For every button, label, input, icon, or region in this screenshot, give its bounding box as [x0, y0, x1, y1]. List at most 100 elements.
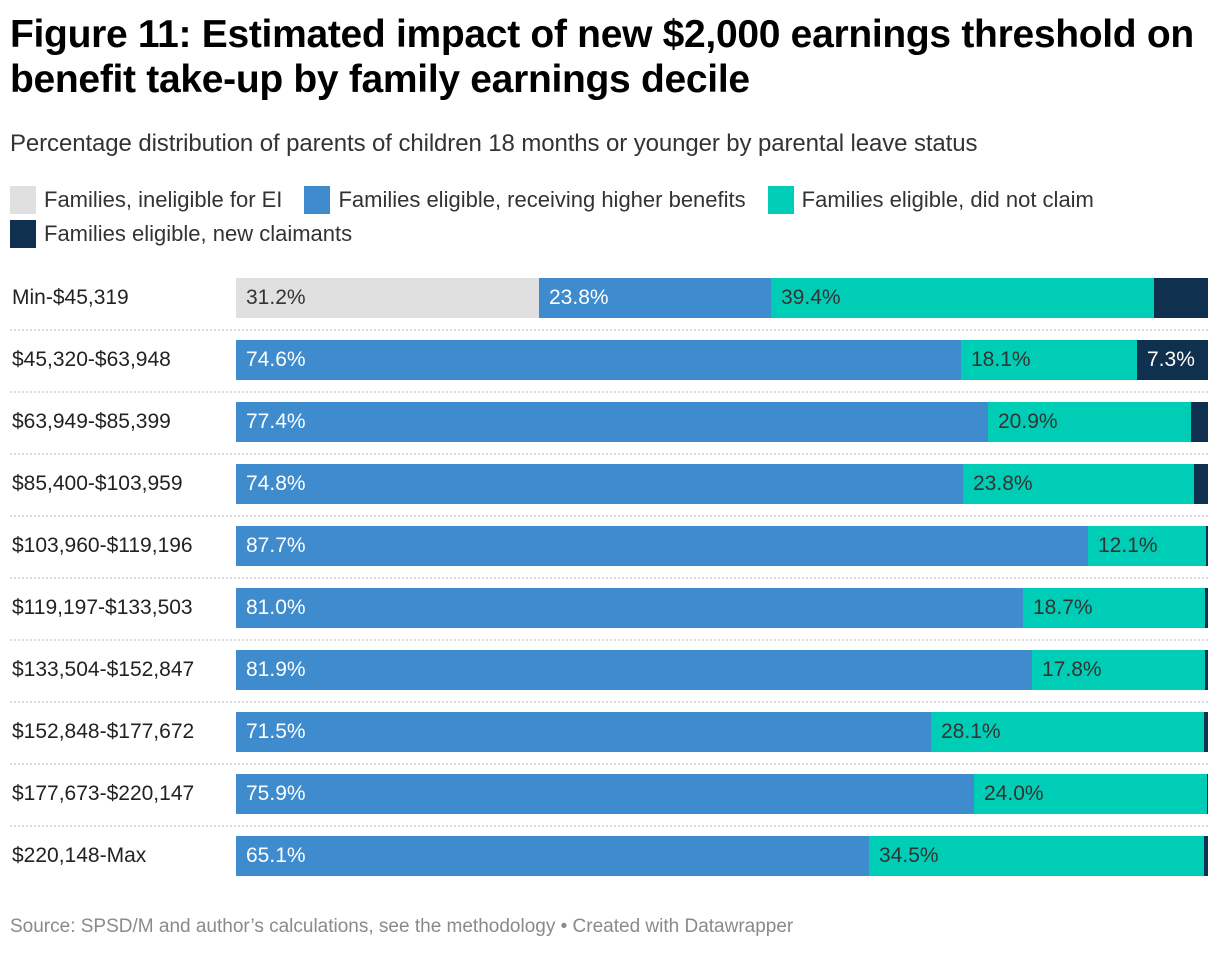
row-separator — [10, 391, 1208, 393]
bar-segment — [1191, 402, 1208, 442]
stacked-bar: 65.1% 34.5% — [236, 836, 1208, 876]
category-label: $133,504-$152,847 — [12, 658, 195, 681]
data-label: 31.2% — [246, 286, 306, 309]
bar-segment: 12.1% — [1088, 526, 1206, 566]
bar-segment: 24.0% — [974, 774, 1207, 814]
bar-segment — [1204, 712, 1208, 752]
legend-swatch — [304, 186, 331, 214]
bar-row: $45,320-$63,948 74.6% 18.1% 7.3% — [0, 340, 1220, 380]
bar-segment: 17.8% — [1032, 650, 1205, 690]
data-label: 18.1% — [971, 348, 1031, 371]
stacked-bar: 81.0% 18.7% — [236, 588, 1208, 628]
bar-segment — [1205, 650, 1208, 690]
legend-item: Families eligible, receiving higher bene… — [304, 186, 746, 214]
stacked-bar: 74.8% 23.8% — [236, 464, 1208, 504]
category-label: $45,320-$63,948 — [12, 348, 171, 371]
category-label: $85,400-$103,959 — [12, 472, 183, 495]
bar-segment: 39.4% — [771, 278, 1154, 318]
data-label: 71.5% — [246, 720, 306, 743]
stacked-bar: 71.5% 28.1% — [236, 712, 1208, 752]
bar-segment — [1207, 774, 1208, 814]
bar-segment: 75.9% — [236, 774, 974, 814]
category-label: $220,148-Max — [12, 844, 147, 867]
category-label: $63,949-$85,399 — [12, 410, 171, 433]
data-label: 87.7% — [246, 534, 306, 557]
legend-item: Families eligible, new claimants — [10, 220, 352, 248]
row-separator — [10, 577, 1208, 579]
bar-segment — [1206, 526, 1208, 566]
stacked-bar: 77.4% 20.9% — [236, 402, 1208, 442]
bar-segment: 18.1% — [961, 340, 1137, 380]
bar-row: $220,148-Max 65.1% 34.5% — [0, 836, 1220, 876]
data-label: 20.9% — [998, 410, 1058, 433]
bar-segment: 23.8% — [539, 278, 771, 318]
data-label: 23.8% — [973, 472, 1033, 495]
data-label: 65.1% — [246, 844, 306, 867]
data-label: 12.1% — [1098, 534, 1158, 557]
bar-row: $152,848-$177,672 71.5% 28.1% — [0, 712, 1220, 752]
legend-swatch — [10, 186, 36, 214]
data-label: 17.8% — [1042, 658, 1102, 681]
row-separator — [10, 639, 1208, 641]
stacked-bar: 87.7% 12.1% — [236, 526, 1208, 566]
bar-segment: 23.8% — [963, 464, 1194, 504]
category-label: $119,197-$133,503 — [12, 596, 193, 619]
bar-row: $119,197-$133,503 81.0% 18.7% — [0, 588, 1220, 628]
category-label: $152,848-$177,672 — [12, 720, 195, 743]
bar-segment: 34.5% — [869, 836, 1204, 876]
source-footer: Source: SPSD/M and author’s calculations… — [10, 916, 794, 937]
category-label: Min-$45,319 — [12, 286, 129, 309]
chart-subtitle: Percentage distribution of parents of ch… — [10, 130, 978, 157]
bar-segment — [1194, 464, 1208, 504]
legend-label: Families, ineligible for EI — [44, 187, 283, 212]
data-label: 7.3% — [1147, 348, 1195, 371]
data-label: 18.7% — [1033, 596, 1093, 619]
bar-segment: 20.9% — [988, 402, 1191, 442]
bar-row: $103,960-$119,196 87.7% 12.1% — [0, 526, 1220, 566]
legend-item: Families eligible, did not claim — [767, 186, 1094, 214]
legend-label: Families eligible, receiving higher bene… — [338, 187, 746, 212]
data-label: 39.4% — [781, 286, 841, 309]
row-separator — [10, 825, 1208, 827]
bar-segment: 81.9% — [236, 650, 1032, 690]
bar-row: $63,949-$85,399 77.4% 20.9% — [0, 402, 1220, 442]
data-label: 24.0% — [984, 782, 1044, 805]
row-separator — [10, 763, 1208, 765]
data-label: 23.8% — [549, 286, 609, 309]
bar-row: Min-$45,319 31.2% 23.8% 39.4% — [0, 278, 1220, 318]
legend-label: Families eligible, did not claim — [801, 187, 1094, 212]
row-separator — [10, 515, 1208, 517]
stacked-bar: 81.9% 17.8% — [236, 650, 1208, 690]
bar-row: $85,400-$103,959 74.8% 23.8% — [0, 464, 1220, 504]
data-label: 75.9% — [246, 782, 306, 805]
bar-segment — [1154, 278, 1208, 318]
category-label: $103,960-$119,196 — [12, 534, 193, 557]
data-label: 81.9% — [246, 658, 306, 681]
data-label: 34.5% — [879, 844, 939, 867]
bar-segment — [1205, 588, 1208, 628]
legend-label: Families eligible, new claimants — [44, 221, 353, 246]
legend-item: Families, ineligible for EI — [10, 186, 282, 214]
stacked-bar: 31.2% 23.8% 39.4% — [236, 278, 1208, 318]
data-label: 74.8% — [246, 472, 306, 495]
data-label: 74.6% — [246, 348, 306, 371]
bar-segment: 81.0% — [236, 588, 1023, 628]
category-label: $177,673-$220,147 — [12, 782, 195, 805]
bar-segment: 28.1% — [931, 712, 1204, 752]
data-label: 28.1% — [941, 720, 1001, 743]
bar-segment: 87.7% — [236, 526, 1088, 566]
legend: Families, ineligible for EI Families elig… — [10, 186, 1210, 248]
bar-segment: 77.4% — [236, 402, 988, 442]
stacked-bar: 75.9% 24.0% — [236, 774, 1208, 814]
legend-swatch — [10, 220, 36, 248]
row-separator — [10, 453, 1208, 455]
bar-segment: 18.7% — [1023, 588, 1205, 628]
bar-row: $133,504-$152,847 81.9% 17.8% — [0, 650, 1220, 690]
bar-segment: 65.1% — [236, 836, 869, 876]
chart-title: Figure 11: Estimated impact of new $2,00… — [10, 13, 1194, 101]
bar-segment: 74.6% — [236, 340, 961, 380]
bar-segment — [1204, 836, 1208, 876]
data-label: 81.0% — [246, 596, 306, 619]
stacked-bar: 74.6% 18.1% 7.3% — [236, 340, 1208, 380]
legend-swatch — [767, 186, 794, 214]
